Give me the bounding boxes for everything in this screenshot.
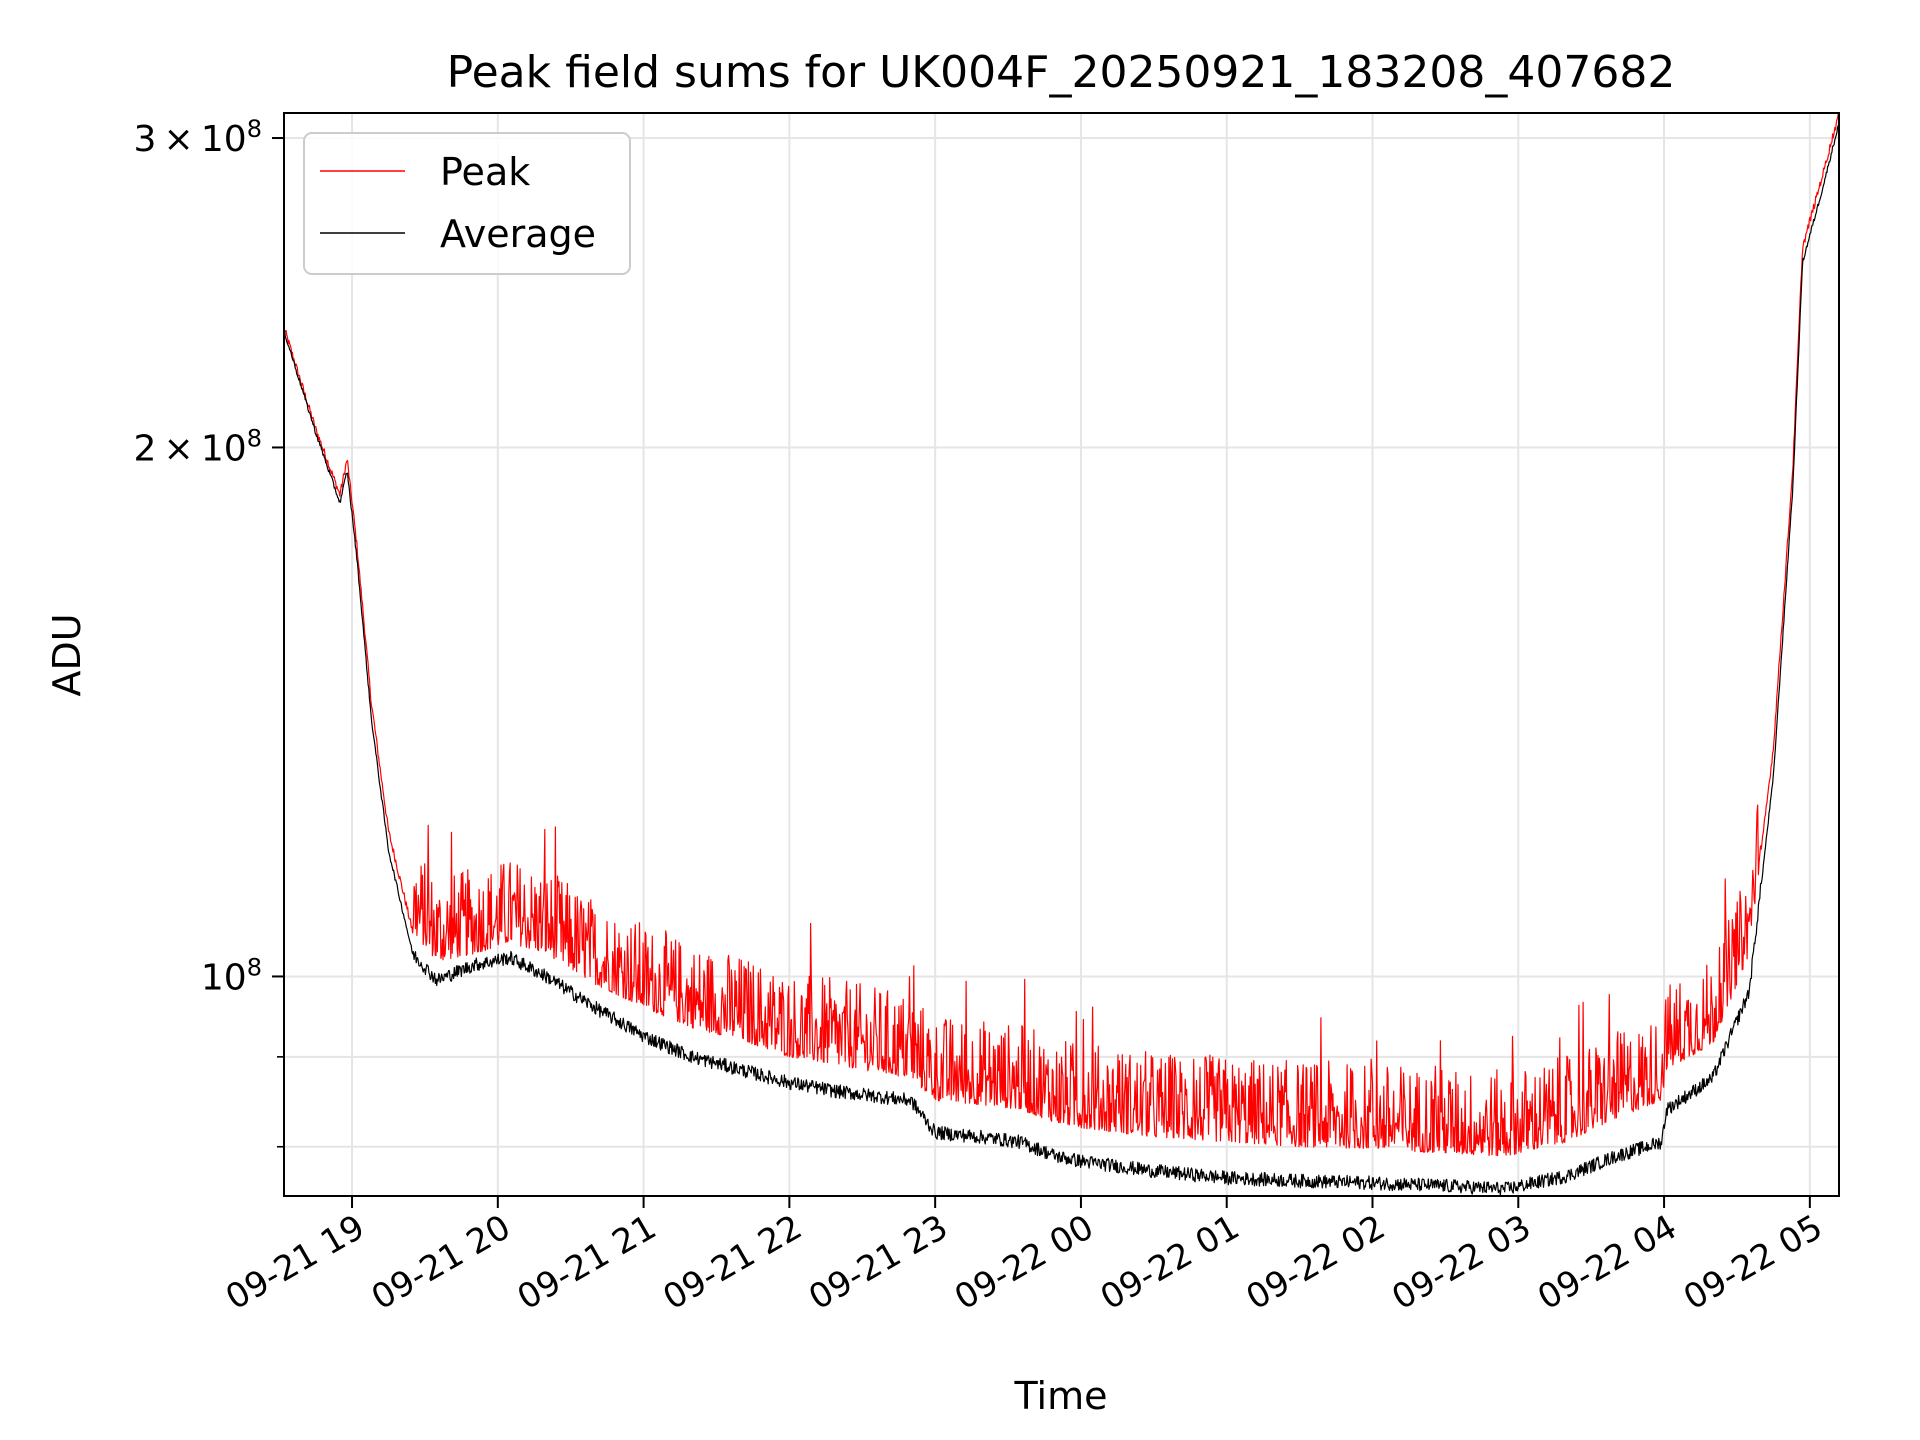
y-tick-exponent: 8 (247, 424, 262, 452)
y-tick-mantissa: 3 (133, 119, 156, 160)
x-tick-label: 09-22 01 (1094, 1207, 1246, 1318)
y-tick-label: 108 (201, 953, 262, 998)
y-axis-label: ADU (45, 613, 89, 696)
svg-text:108: 108 (201, 953, 262, 998)
legend-average-label: Average (440, 212, 596, 256)
x-tick-label: 09-22 03 (1385, 1207, 1537, 1318)
x-axis-label: Time (1014, 1374, 1108, 1418)
series-line-average (283, 122, 1840, 1196)
x-tick-label: 09-21 21 (511, 1207, 663, 1318)
x-tick-label: 09-22 02 (1240, 1207, 1392, 1318)
x-tick-label: 09-21 23 (802, 1207, 954, 1318)
series-layer (283, 112, 1840, 1196)
svg-text:2 × 108: 2 × 108 (133, 424, 262, 469)
y-tick-label: 3 × 108 (133, 115, 262, 160)
legend: Peak Average (303, 132, 631, 275)
y-tick-label: 2 × 108 (133, 424, 262, 469)
x-tick-label: 09-22 05 (1677, 1207, 1829, 1318)
legend-box (303, 132, 631, 275)
legend-peak-label: Peak (440, 150, 530, 194)
axes (283, 112, 1840, 1197)
chart-title: Peak field sums for UK004F_20250921_1832… (447, 47, 1676, 98)
x-tick-label: 09-22 04 (1531, 1207, 1683, 1318)
svg-text:3 × 108: 3 × 108 (133, 115, 262, 160)
grid-lines (284, 113, 1839, 1196)
x-tick-label: 09-21 22 (656, 1207, 808, 1318)
y-tick-exponent: 8 (247, 115, 262, 143)
y-tick-mantissa: 2 (133, 428, 156, 469)
x-tick-label: 09-21 19 (219, 1207, 371, 1318)
x-tick-label: 09-21 20 (365, 1207, 517, 1318)
plot-frame (283, 112, 1840, 1197)
y-tick-exponent: 8 (247, 953, 262, 981)
x-tick-label: 09-22 00 (948, 1207, 1100, 1318)
series-line-peak (283, 112, 1840, 1157)
